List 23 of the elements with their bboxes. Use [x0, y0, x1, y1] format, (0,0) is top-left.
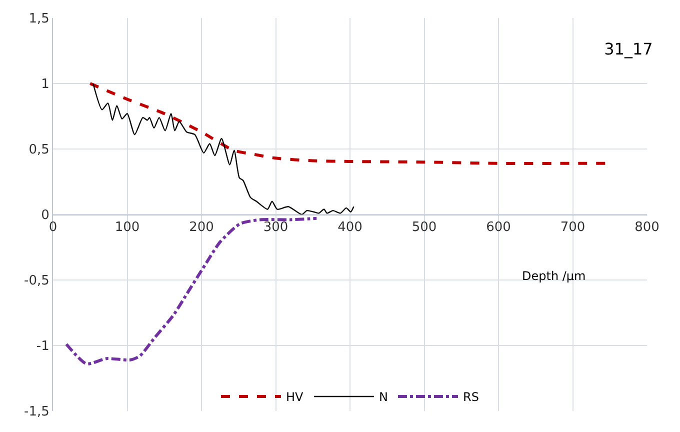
y-tick-label: 1,5	[28, 12, 50, 27]
y-tick-label: 0,5	[28, 142, 50, 158]
x-tick-label: 600	[486, 220, 511, 236]
y-tick-label: 1	[41, 77, 50, 92]
x-tick-label: 300	[263, 220, 288, 236]
x-tick-label: 100	[114, 220, 140, 236]
x-tick-label: 400	[338, 220, 362, 236]
x-tick-label: 200	[189, 220, 214, 236]
x-axis-title: Depth /µm	[522, 269, 586, 283]
legend-label: N	[379, 390, 388, 404]
x-tick-label: 500	[412, 220, 437, 236]
x-tick-label: 800	[634, 220, 660, 236]
y-tick-label: 0	[41, 208, 50, 224]
legend-label: RS	[463, 390, 479, 404]
legend-label: HV	[286, 390, 304, 404]
y-tick-label: -1,5	[24, 404, 50, 420]
text: 31_17	[604, 39, 653, 58]
x-tick-label: 700	[560, 220, 586, 236]
line-series	[64, 216, 318, 366]
y-tick-label: -1	[36, 339, 50, 354]
y-tick-label: -0,5	[24, 274, 50, 289]
line-series	[92, 82, 354, 216]
line-series	[88, 82, 608, 165]
